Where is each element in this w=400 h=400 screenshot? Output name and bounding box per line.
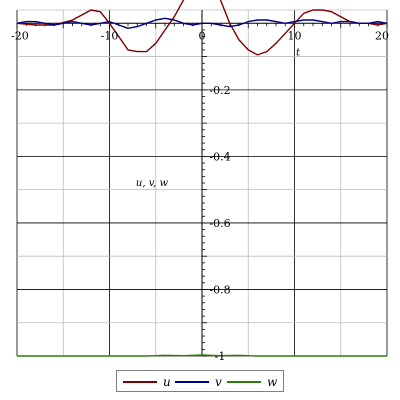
tick-marks	[16, 22, 388, 357]
series-line-v	[16, 17, 388, 29]
y-axis-label: u, v, w	[136, 178, 169, 189]
x-tick-label: 20	[375, 29, 389, 42]
x-tick-label: 0	[199, 29, 206, 42]
x-tick-label: 10	[288, 29, 302, 42]
x-tick-label: -20	[11, 29, 29, 42]
x-tick-label: -10	[101, 29, 119, 42]
series-lines	[16, 0, 388, 357]
legend-label-w: w	[267, 375, 278, 389]
y-tick-label: -1	[215, 350, 226, 363]
legend-label-v: v	[215, 375, 222, 389]
y-tick-label: -0.6	[209, 217, 230, 230]
legend-swatch-v	[175, 381, 209, 383]
legend: u v w	[116, 370, 284, 392]
tick-labels: -20 -10 0 10 20 -0.2 -0.4 -0.6 -0.8 -1 t u, v, w	[11, 29, 389, 363]
y-tick-label: -0.4	[209, 150, 230, 163]
legend-label-u: u	[163, 375, 171, 389]
series-line-u	[16, 0, 388, 56]
legend-swatch-w	[227, 381, 261, 383]
y-tick-label: -0.2	[209, 84, 230, 97]
legend-swatch-u	[123, 381, 157, 383]
y-tick-label: -0.8	[209, 283, 230, 296]
x-axis-label: t	[296, 47, 301, 58]
series-line-w	[17, 354, 387, 357]
